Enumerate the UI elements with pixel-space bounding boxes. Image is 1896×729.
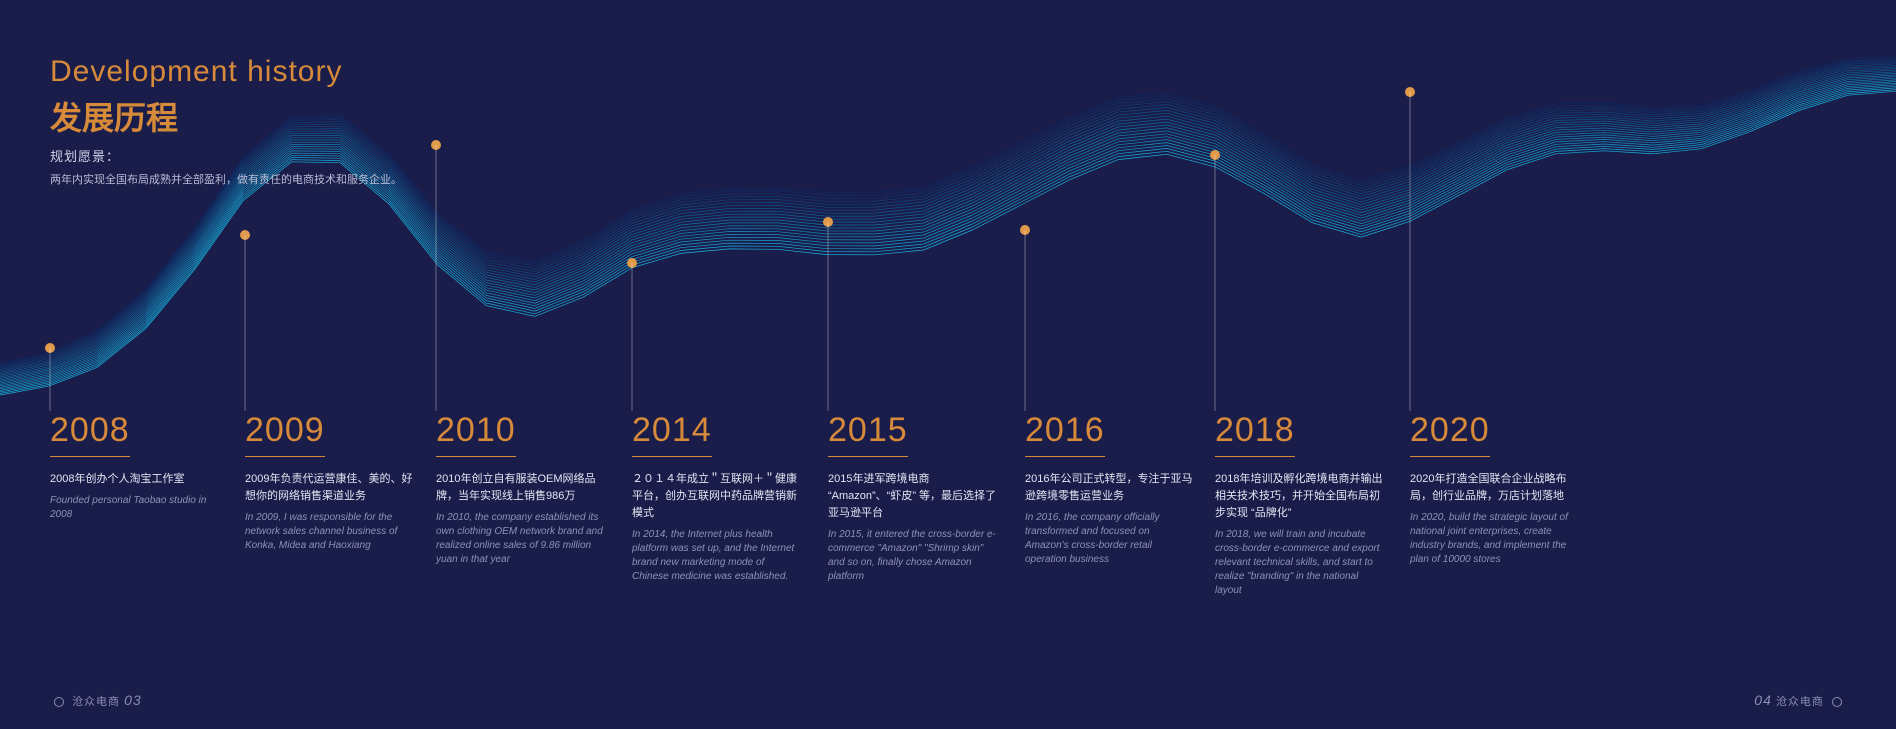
timeline-desc-cn: 2008年创办个人淘宝工作室 bbox=[50, 471, 220, 488]
timeline-desc-en: In 2014, the Internet plus health platfo… bbox=[632, 528, 802, 584]
header-title-en: Development history bbox=[50, 55, 342, 89]
timeline-desc-cn: 2018年培训及孵化跨境电商并输出相关技术技巧，并开始全国布局初步实现 “品牌化… bbox=[1215, 471, 1385, 522]
footer-right-icon bbox=[1832, 697, 1842, 707]
footer-left-icon bbox=[54, 697, 64, 707]
timeline-connector bbox=[1215, 155, 1216, 411]
timeline-year: 2016 bbox=[1025, 411, 1105, 457]
timeline-entry: 2020 2020年打造全国联合企业战略布局，创行业品牌，万店计划落地 In 202… bbox=[1410, 411, 1580, 567]
footer-left-brand: 沧众电商 bbox=[72, 696, 120, 708]
header: Development history 发展历程 bbox=[50, 55, 342, 139]
timeline-desc-cn: 2020年打造全国联合企业战略布局，创行业品牌，万店计划落地 bbox=[1410, 471, 1580, 505]
timeline-desc-en: In 2020, build the strategic layout of n… bbox=[1410, 511, 1580, 567]
header-title-cn: 发展历程 bbox=[50, 93, 342, 139]
footer-left: 沧众电商 03 bbox=[50, 692, 142, 709]
timeline-connector bbox=[828, 222, 829, 411]
footer-right-page: 04 bbox=[1754, 692, 1772, 708]
timeline-connector bbox=[632, 263, 633, 411]
timeline-year: 2018 bbox=[1215, 411, 1295, 457]
timeline-year: 2020 bbox=[1410, 411, 1490, 457]
footer-right-brand: 沧众电商 bbox=[1776, 696, 1824, 708]
timeline-entry: 2018 2018年培训及孵化跨境电商并输出相关技术技巧，并开始全国布局初步实现 … bbox=[1215, 411, 1385, 598]
footer-right: 04 沧众电商 bbox=[1754, 692, 1846, 709]
timeline-year: 2014 bbox=[632, 411, 712, 457]
timeline-desc-en: In 2010, the company established its own… bbox=[436, 511, 606, 567]
timeline-connector bbox=[1410, 92, 1411, 411]
timeline-connector bbox=[1025, 230, 1026, 411]
timeline-desc-cn: 2016年公司正式转型，专注于亚马逊跨境零售运营业务 bbox=[1025, 471, 1195, 505]
timeline-year: 2015 bbox=[828, 411, 908, 457]
vision-text: 两年内实现全国布局成熟并全部盈利，做有责任的电商技术和服务企业。 bbox=[50, 171, 402, 187]
timeline-desc-cn: 2010年创立自有服装OEM网络品牌，当年实现线上销售986万 bbox=[436, 471, 606, 505]
timeline-entry: 2015 2015年进军跨境电商 “Amazon”、“虾皮” 等，最后选择了亚马逊… bbox=[828, 411, 998, 584]
timeline-desc-cn: ２０１４年成立＂互联网＋＂健康平台，创办互联网中药品牌营销新模式 bbox=[632, 471, 802, 522]
timeline-desc-cn: 2009年负责代运营康佳、美的、好想你的网络销售渠道业务 bbox=[245, 471, 415, 505]
timeline-year: 2009 bbox=[245, 411, 325, 457]
timeline-connector bbox=[50, 348, 51, 411]
timeline-entry: 2010 2010年创立自有服装OEM网络品牌，当年实现线上销售986万 In 20… bbox=[436, 411, 606, 567]
timeline-year: 2010 bbox=[436, 411, 516, 457]
timeline-desc-en: In 2015, it entered the cross-border e-c… bbox=[828, 528, 998, 584]
timeline-desc-cn: 2015年进军跨境电商 “Amazon”、“虾皮” 等，最后选择了亚马逊平台 bbox=[828, 471, 998, 522]
timeline-entry: 2016 2016年公司正式转型，专注于亚马逊跨境零售运营业务 In 2016, t… bbox=[1025, 411, 1195, 567]
timeline-desc-en: In 2018, we will train and incubate cros… bbox=[1215, 528, 1385, 598]
vision-label: 规划愿景： bbox=[50, 146, 402, 165]
timeline-connector bbox=[245, 235, 246, 411]
timeline-entry: 2014 ２０１４年成立＂互联网＋＂健康平台，创办互联网中药品牌营销新模式 In 2… bbox=[632, 411, 802, 584]
timeline-desc-en: Founded personal Taobao studio in 2008 bbox=[50, 494, 220, 522]
vision-block: 规划愿景： 两年内实现全国布局成熟并全部盈利，做有责任的电商技术和服务企业。 bbox=[50, 146, 402, 187]
timeline-desc-en: In 2016, the company officially transfor… bbox=[1025, 511, 1195, 567]
timeline-connector bbox=[436, 145, 437, 411]
timeline-entry: 2008 2008年创办个人淘宝工作室 Founded personal Taoba… bbox=[50, 411, 220, 522]
page: Development history 发展历程 规划愿景： 两年内实现全国布局… bbox=[0, 0, 1896, 729]
footer-left-page: 03 bbox=[124, 692, 142, 708]
timeline-desc-en: In 2009, I was responsible for the netwo… bbox=[245, 511, 415, 553]
timeline-year: 2008 bbox=[50, 411, 130, 457]
timeline-entry: 2009 2009年负责代运营康佳、美的、好想你的网络销售渠道业务 In 2009,… bbox=[245, 411, 415, 553]
